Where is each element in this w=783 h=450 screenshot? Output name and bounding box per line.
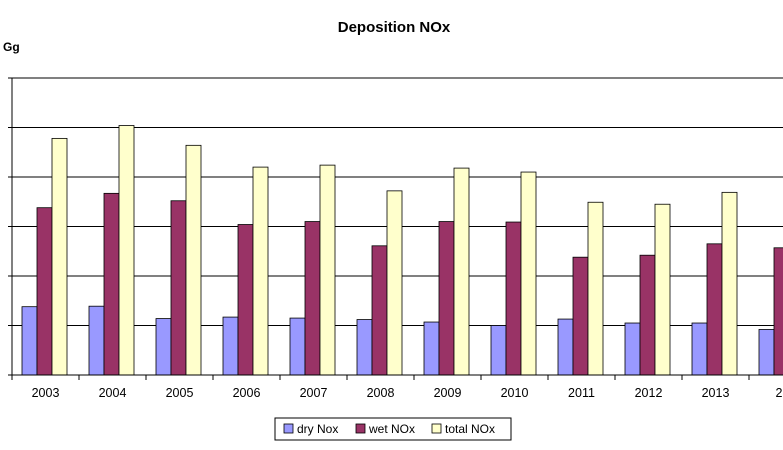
x-tick-label: 2009 (434, 386, 462, 400)
bar-total-nox-2011 (587, 201, 604, 376)
x-tick-label: 20 (776, 386, 783, 400)
bar-wet-nox-2013 (706, 243, 723, 376)
bar-wet-nox-2012 (639, 254, 656, 376)
bar-wet-nox-2007 (304, 221, 321, 376)
bar-total-nox-2004 (118, 125, 135, 376)
bar-dry-nox-2013 (691, 322, 708, 376)
bar-total-nox-2007 (319, 164, 336, 376)
y-axis-unit-label: Gg (3, 40, 20, 54)
bar-wet-nox-2008 (371, 245, 388, 376)
bar-total-nox-2006 (252, 166, 269, 376)
x-tick-label: 2011 (568, 386, 595, 400)
bar-total-nox-2012 (654, 203, 671, 376)
legend-label-total-nox: total NOx (445, 422, 495, 436)
bar-wet-nox-2010 (505, 221, 522, 376)
legend-label-dry-nox: dry Nox (297, 422, 338, 436)
bar-dry-nox-2003 (21, 306, 38, 376)
x-tick-label: 2003 (32, 386, 60, 400)
bar-dry-nox-2006 (222, 316, 239, 376)
bar-dry-nox-2004 (88, 305, 105, 376)
legend-swatch-total-nox (431, 423, 442, 434)
chart-title: Deposition NOx (338, 19, 451, 36)
bar-total-nox-2008 (386, 190, 403, 376)
legend-box (274, 417, 512, 441)
bar-wet-nox-2004 (103, 192, 120, 376)
x-tick-label: 2006 (233, 386, 261, 400)
bar-wet-nox-2006 (237, 224, 254, 376)
x-tick-label: 2010 (501, 386, 529, 400)
x-tick-label: 2004 (99, 386, 127, 400)
x-tick-label: 2013 (702, 386, 730, 400)
legend-swatch-dry-nox (283, 423, 294, 434)
bar-wet-nox-2014 (773, 247, 783, 376)
bar-total-nox-2005 (185, 144, 202, 376)
bar-dry-nox-2009 (423, 321, 440, 376)
legend-label-wet-nox: wet NOx (368, 422, 415, 436)
bar-dry-nox-2014 (758, 329, 775, 376)
bar-dry-nox-2008 (356, 319, 373, 376)
x-tick-labels: 2003 2004 2005 2006 2007 2008 2009 2010 2011 2012… (32, 386, 783, 400)
bar-wet-nox-2009 (438, 221, 455, 376)
bar-dry-nox-2012 (624, 322, 641, 376)
bar-dry-nox-2011 (557, 318, 574, 376)
x-tick-label: 2005 (166, 386, 194, 400)
bar-wet-nox-2003 (36, 207, 53, 376)
bar-dry-nox-2007 (289, 317, 306, 376)
x-tick-label: 2008 (367, 386, 395, 400)
legend-swatch-wet-nox (355, 423, 366, 434)
bar-total-nox-2003 (51, 137, 68, 376)
bar-dry-nox-2010 (490, 325, 507, 376)
bar-total-nox-2010 (520, 171, 537, 376)
bar-dry-nox-2005 (155, 318, 172, 376)
bar-wet-nox-2011 (572, 256, 589, 376)
axes (8, 77, 783, 380)
bar-total-nox-2009 (453, 167, 470, 376)
legend: dry Nox wet NOx total NOx (274, 417, 512, 441)
bar-wet-nox-2005 (170, 200, 187, 376)
bar-total-nox-2013 (721, 191, 738, 376)
x-tick-label: 2012 (635, 386, 663, 400)
x-tick-label: 2007 (300, 386, 328, 400)
bars (21, 125, 783, 376)
